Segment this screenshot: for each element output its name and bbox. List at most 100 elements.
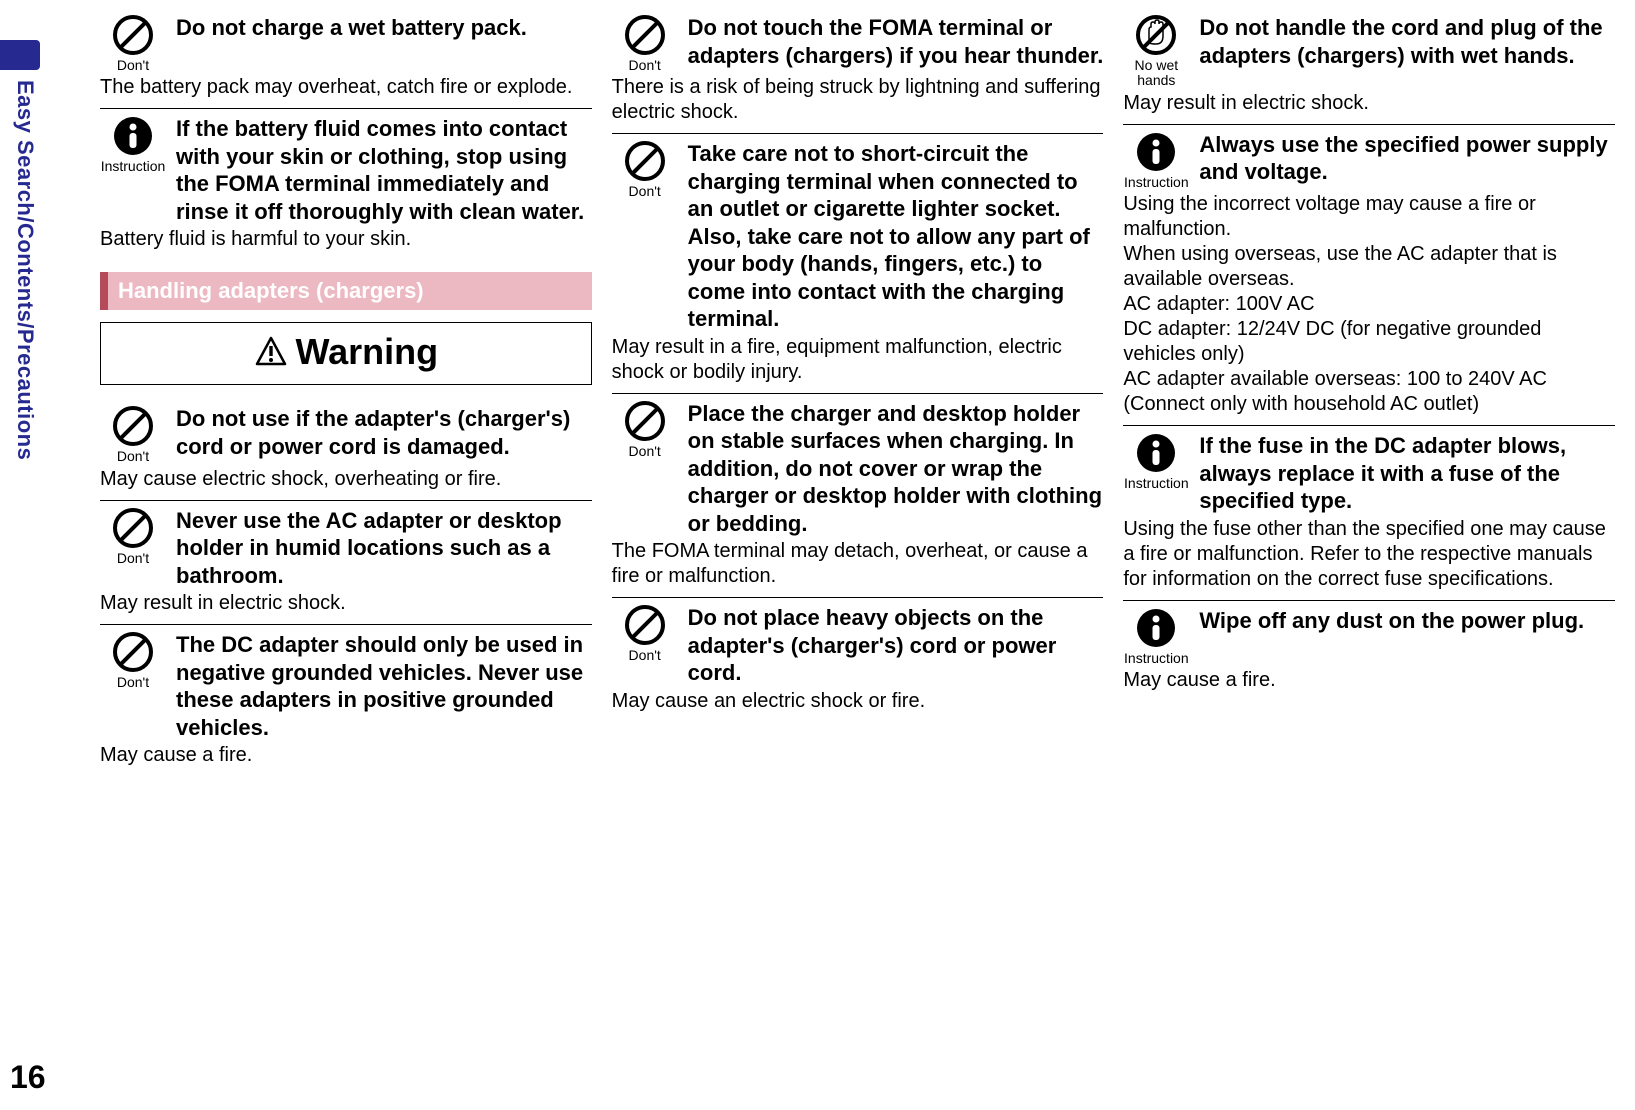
item-heading: Never use the AC adapter or desktop hold… <box>176 507 592 590</box>
icon-block: Instruction <box>100 115 166 174</box>
precaution-item: No wet hands Do not handle the cord and p… <box>1123 8 1615 124</box>
warning-label: Warning <box>254 331 439 373</box>
prohibit-icon <box>112 631 154 673</box>
item-body: There is a risk of being struck by light… <box>612 73 1104 125</box>
prohibit-icon <box>112 14 154 56</box>
item-head-row: Instruction Wipe off any dust on the powe… <box>1123 607 1615 666</box>
item-body: May cause electric shock, overheating or… <box>100 465 592 492</box>
precaution-item: Instruction If the battery fluid comes in… <box>100 108 592 260</box>
precaution-item: Instruction Wipe off any dust on the powe… <box>1123 600 1615 701</box>
warning-box: Warning <box>100 322 592 385</box>
item-head-row: Don't Do not place heavy objects on the a… <box>612 604 1104 687</box>
precaution-item: Instruction If the fuse in the DC adapter… <box>1123 425 1615 600</box>
item-body: May cause a fire. <box>100 741 592 768</box>
item-head-row: No wet hands Do not handle the cord and p… <box>1123 14 1615 89</box>
column-1: Don't Do not charge a wet battery pack. Th… <box>100 8 592 776</box>
item-head-row: Don't Do not use if the adapter's (charge… <box>100 405 592 464</box>
icon-label: Don't <box>100 551 166 566</box>
page-number: 16 <box>10 1059 46 1096</box>
icon-block: Don't <box>100 507 166 566</box>
precaution-item: Don't Do not place heavy objects on the a… <box>612 597 1104 722</box>
icon-block: Instruction <box>1123 432 1189 491</box>
item-head-row: Don't The DC adapter should only be used … <box>100 631 592 741</box>
prohibit-icon <box>624 400 666 442</box>
item-heading: Do not use if the adapter's (charger's) … <box>176 405 592 460</box>
item-head-row: Don't Do not touch the FOMA terminal or a… <box>612 14 1104 73</box>
item-heading: Do not handle the cord and plug of the a… <box>1199 14 1615 69</box>
icon-block: Don't <box>100 405 166 464</box>
item-body: May result in electric shock. <box>100 589 592 616</box>
icon-block: Don't <box>100 631 166 690</box>
item-body: May result in a fire, equipment malfunct… <box>612 333 1104 385</box>
item-body: May cause a fire. <box>1123 666 1615 693</box>
item-heading: Do not place heavy objects on the adapte… <box>688 604 1104 687</box>
item-body: The battery pack may overheat, catch fir… <box>100 73 592 100</box>
item-head-row: Don't Never use the AC adapter or desktop… <box>100 507 592 590</box>
item-heading: Do not charge a wet battery pack. <box>176 14 527 42</box>
side-tab <box>0 40 40 70</box>
item-head-row: Don't Place the charger and desktop holde… <box>612 400 1104 538</box>
precaution-item: Don't Never use the AC adapter or desktop… <box>100 500 592 625</box>
icon-label: Don't <box>100 449 166 464</box>
precaution-item: Don't Do not charge a wet battery pack. Th… <box>100 8 592 108</box>
icon-block: Don't <box>612 140 678 199</box>
icon-block: Instruction <box>1123 131 1189 190</box>
prohibit-icon <box>112 507 154 549</box>
item-body: May cause an electric shock or fire. <box>612 687 1104 714</box>
precaution-item: Don't Place the charger and desktop holde… <box>612 393 1104 598</box>
icon-label: Instruction <box>1123 651 1189 666</box>
item-head-row: Don'tTake care not to short-circuit the … <box>612 140 1104 333</box>
side-label: Easy Search/Contents/Precautions <box>12 80 38 460</box>
icon-block: No wet hands <box>1123 14 1189 89</box>
column-3: No wet hands Do not handle the cord and p… <box>1123 8 1615 776</box>
precaution-item: Don'tTake care not to short-circuit the … <box>612 133 1104 393</box>
icon-label: Don't <box>612 648 678 663</box>
item-head-row: Don't Do not charge a wet battery pack. <box>100 14 592 73</box>
icon-label: Instruction <box>1123 476 1189 491</box>
item-heading: Place the charger and desktop holder on … <box>688 400 1104 538</box>
item-heading: If the fuse in the DC adapter blows, alw… <box>1199 432 1615 515</box>
instruction-icon <box>1135 607 1177 649</box>
precaution-item: Don't Do not use if the adapter's (charge… <box>100 399 592 499</box>
item-head-row: Instruction If the fuse in the DC adapter… <box>1123 432 1615 515</box>
icon-label: Instruction <box>1123 175 1189 190</box>
icon-label: Don't <box>612 58 678 73</box>
column-2: Don't Do not touch the FOMA terminal or a… <box>612 8 1104 776</box>
warning-triangle-icon <box>254 335 288 369</box>
item-heading: Wipe off any dust on the power plug. <box>1199 607 1584 635</box>
icon-label: Don't <box>612 184 678 199</box>
instruction-icon <box>1135 131 1177 173</box>
section-heading: Handling adapters (chargers) <box>100 272 592 310</box>
prohibit-icon <box>624 604 666 646</box>
item-body: Battery fluid is harmful to your skin. <box>100 225 592 252</box>
icon-label: Don't <box>100 675 166 690</box>
item-body: Using the incorrect voltage may cause a … <box>1123 190 1615 417</box>
prohibit-icon <box>112 405 154 447</box>
icon-label: Don't <box>100 58 166 73</box>
item-body: May result in electric shock. <box>1123 89 1615 116</box>
prohibit-icon <box>624 140 666 182</box>
precaution-item: Instruction Always use the specified powe… <box>1123 124 1615 425</box>
icon-block: Don't <box>612 14 678 73</box>
instruction-icon <box>1135 432 1177 474</box>
no-wet-hands-icon <box>1135 14 1177 56</box>
icon-block: Don't <box>612 604 678 663</box>
instruction-icon <box>112 115 154 157</box>
item-body: The FOMA terminal may detach, overheat, … <box>612 537 1104 589</box>
item-head-row: Instruction Always use the specified powe… <box>1123 131 1615 190</box>
precaution-item: Don't The DC adapter should only be used … <box>100 624 592 776</box>
warning-text: Warning <box>296 331 439 373</box>
icon-label: Don't <box>612 444 678 459</box>
precaution-item: Don't Do not touch the FOMA terminal or a… <box>612 8 1104 133</box>
icon-block: Instruction <box>1123 607 1189 666</box>
item-heading: The DC adapter should only be used in ne… <box>176 631 592 741</box>
icon-block: Don't <box>100 14 166 73</box>
icon-label: Instruction <box>100 159 166 174</box>
item-heading: Always use the specified power supply an… <box>1199 131 1615 186</box>
item-heading: If the battery fluid comes into contact … <box>176 115 592 225</box>
icon-label: No wet hands <box>1123 58 1189 89</box>
item-heading: Do not touch the FOMA terminal or adapte… <box>688 14 1104 69</box>
content-columns: Don't Do not charge a wet battery pack. Th… <box>0 0 1635 784</box>
item-head-row: Instruction If the battery fluid comes in… <box>100 115 592 225</box>
item-body: Using the fuse other than the specified … <box>1123 515 1615 592</box>
